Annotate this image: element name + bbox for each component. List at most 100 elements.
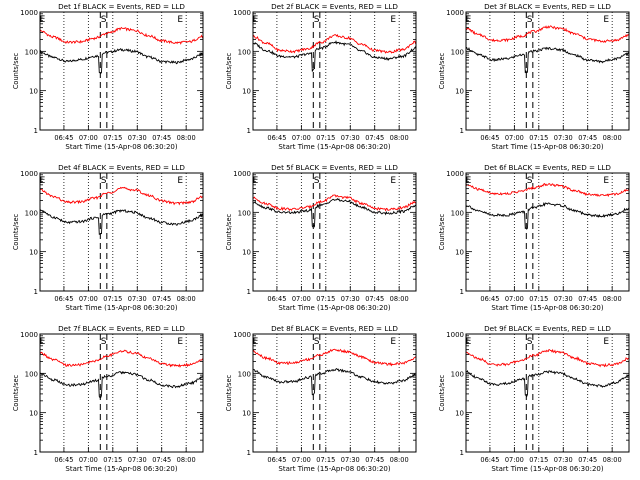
- x-tick-label: 07:00: [292, 295, 311, 303]
- y-tick-label: 1: [460, 127, 464, 135]
- x-tick-label: 07:00: [79, 295, 98, 303]
- y-tick-label: 100: [238, 48, 251, 56]
- y-tick-label: 1: [460, 288, 464, 296]
- x-tick-label: 06:45: [267, 134, 286, 142]
- y-tick-label: 100: [451, 209, 464, 217]
- x-axis-label: Start Time (15-Apr-08 06:30:20): [491, 465, 603, 473]
- y-tick-label: 10: [242, 88, 251, 96]
- x-tick-label: 08:00: [177, 295, 196, 303]
- events-series-line: [465, 46, 630, 74]
- y-tick-label: 1: [247, 449, 251, 457]
- x-tick-label: 07:30: [554, 295, 573, 303]
- events-series-line: [39, 47, 204, 74]
- y-tick-label: 100: [451, 48, 464, 56]
- y-axis-label: Counts/sec: [225, 52, 233, 89]
- y-axis-label: Counts/sec: [438, 213, 446, 250]
- x-tick-label: 07:30: [554, 456, 573, 464]
- x-tick-label: 06:45: [480, 134, 499, 142]
- x-tick-label: 07:15: [316, 134, 335, 142]
- events-series-line: [252, 368, 417, 396]
- lld-series-line: [39, 186, 204, 206]
- plot-frame: [252, 333, 417, 453]
- lld-series-line: [252, 348, 417, 367]
- y-tick-label: 1000: [446, 331, 464, 339]
- panel-title: Det 6f BLACK = Events, RED = LLD: [484, 163, 611, 172]
- event-marker-label: E: [466, 176, 472, 186]
- x-tick-label: 08:00: [177, 134, 196, 142]
- event-marker-label: E: [253, 15, 259, 25]
- panel-det-7: Det 7f BLACK = Events, RED = LLD 1 10 100 10…: [12, 324, 204, 473]
- y-axis-label: Counts/sec: [438, 52, 446, 89]
- event-marker-label: E: [40, 176, 46, 186]
- lld-series-line: [465, 25, 630, 43]
- x-axis-label: Start Time (15-Apr-08 06:30:20): [491, 143, 603, 151]
- y-tick-label: 10: [29, 249, 38, 257]
- event-marker-label: S: [527, 176, 533, 186]
- y-tick-label: 10: [455, 249, 464, 257]
- x-tick-label: 07:15: [529, 134, 548, 142]
- x-tick-label: 07:00: [292, 456, 311, 464]
- event-marker-label: E: [40, 337, 46, 347]
- events-series-line: [39, 370, 204, 399]
- panel-det-9: Det 9f BLACK = Events, RED = LLD 1 10 100 10…: [438, 324, 630, 473]
- x-tick-label: 07:00: [292, 134, 311, 142]
- y-axis-label: Counts/sec: [225, 213, 233, 250]
- x-tick-label: 06:45: [267, 456, 286, 464]
- x-tick-label: 06:45: [54, 456, 73, 464]
- panel-det-1: Det 1f BLACK = Events, RED = LLD 1 10 100 10…: [12, 2, 204, 151]
- event-marker-label: E: [177, 176, 183, 186]
- events-series-line: [39, 208, 204, 235]
- event-marker-label: E: [466, 337, 472, 347]
- y-axis-label: Counts/sec: [12, 52, 20, 89]
- x-tick-label: 07:30: [128, 456, 147, 464]
- y-tick-label: 10: [29, 88, 38, 96]
- event-marker-label: E: [603, 15, 609, 25]
- lld-series-line: [465, 348, 630, 368]
- panel-det-3: Det 3f BLACK = Events, RED = LLD 1 10 100 10…: [438, 2, 630, 151]
- y-axis-label: Counts/sec: [12, 213, 20, 250]
- x-tick-label: 07:30: [128, 134, 147, 142]
- panel-title: Det 4f BLACK = Events, RED = LLD: [58, 163, 185, 172]
- plot-frame: [465, 172, 630, 292]
- event-marker-label: E: [390, 337, 396, 347]
- y-tick-label: 1: [460, 449, 464, 457]
- x-axis-label: Start Time (15-Apr-08 06:30:20): [65, 143, 177, 151]
- plot-frame: [39, 11, 204, 131]
- x-tick-label: 07:15: [103, 295, 122, 303]
- x-tick-label: 08:00: [390, 456, 409, 464]
- x-tick-label: 07:15: [529, 456, 548, 464]
- x-tick-label: 08:00: [603, 295, 622, 303]
- x-tick-label: 07:15: [316, 295, 335, 303]
- lld-series-line: [252, 194, 417, 212]
- x-tick-label: 07:30: [554, 134, 573, 142]
- lld-series-line: [39, 349, 204, 368]
- y-tick-label: 10: [242, 249, 251, 257]
- y-tick-label: 100: [25, 209, 38, 217]
- events-series-line: [465, 202, 630, 230]
- y-tick-label: 1000: [446, 9, 464, 17]
- x-tick-label: 08:00: [603, 134, 622, 142]
- panel-det-6: Det 6f BLACK = Events, RED = LLD 1 10 100 10…: [438, 163, 630, 312]
- y-tick-label: 1000: [233, 170, 251, 178]
- x-tick-label: 08:00: [390, 134, 409, 142]
- event-marker-label: E: [603, 176, 609, 186]
- lld-series-line: [465, 183, 630, 198]
- event-marker-label: E: [253, 176, 259, 186]
- x-tick-label: 07:45: [152, 134, 171, 142]
- event-marker-label: E: [40, 15, 46, 25]
- x-tick-label: 07:30: [128, 295, 147, 303]
- x-tick-label: 07:00: [79, 134, 98, 142]
- x-tick-label: 06:45: [480, 456, 499, 464]
- y-axis-label: Counts/sec: [225, 374, 233, 411]
- event-marker-label: E: [390, 176, 396, 186]
- lld-series-line: [39, 26, 204, 45]
- x-axis-label: Start Time (15-Apr-08 06:30:20): [65, 304, 177, 312]
- panel-title: Det 7f BLACK = Events, RED = LLD: [58, 324, 185, 333]
- x-tick-label: 07:45: [578, 456, 597, 464]
- x-tick-label: 07:30: [341, 295, 360, 303]
- x-axis-label: Start Time (15-Apr-08 06:30:20): [65, 465, 177, 473]
- x-tick-label: 07:15: [316, 456, 335, 464]
- y-tick-label: 1000: [20, 9, 38, 17]
- event-marker-label: E: [177, 15, 183, 25]
- plot-frame: [465, 11, 630, 131]
